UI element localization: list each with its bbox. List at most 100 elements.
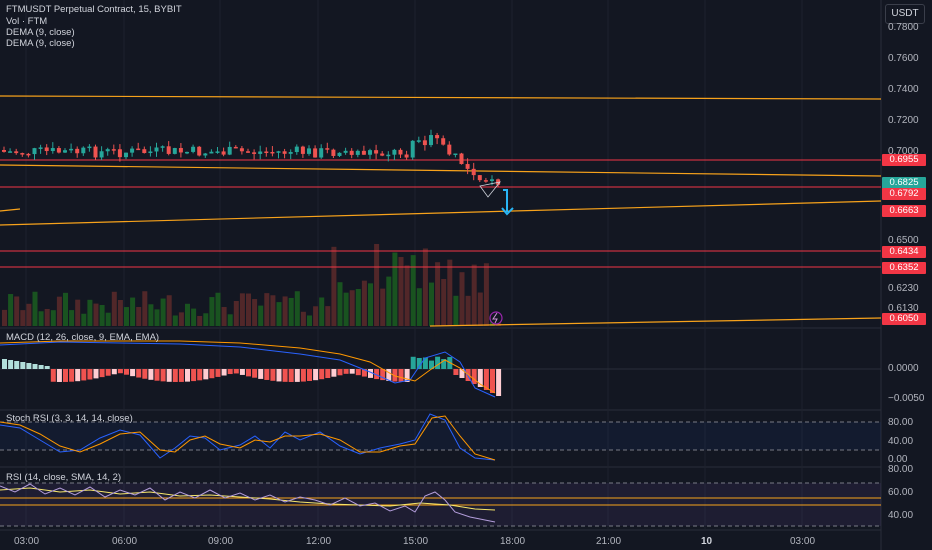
macd-bar — [361, 369, 367, 377]
candle-body — [81, 147, 86, 154]
macd-bar — [233, 369, 239, 374]
candle-body — [160, 146, 165, 148]
volume-bar — [142, 291, 148, 326]
candle-body — [197, 146, 202, 156]
macd-bar — [337, 369, 343, 376]
candle-body — [44, 147, 49, 152]
time-tick-day: 10 — [701, 536, 713, 547]
macd-bar — [307, 369, 312, 381]
candle-body — [221, 151, 226, 155]
macd-bar — [343, 369, 349, 374]
macd-bar — [221, 369, 227, 376]
candle-body — [203, 153, 208, 156]
volume-bar — [185, 303, 190, 326]
volume-bar — [75, 299, 81, 326]
time-tick: 06:00 — [112, 536, 138, 547]
volume-bar — [81, 313, 87, 326]
candle-body — [26, 153, 31, 156]
rsi-tick: 60.00 — [888, 487, 914, 498]
macd-bar — [416, 357, 422, 369]
volume-bar — [325, 306, 331, 326]
candle-body — [343, 150, 348, 153]
candle-body — [490, 179, 494, 181]
volume-bar — [270, 295, 276, 326]
price-tag-level: 0.6352 — [882, 262, 926, 274]
triangle-annotation — [479, 181, 501, 198]
currency-selector[interactable]: USDT — [885, 4, 925, 24]
candle-body — [69, 148, 74, 151]
macd-bar — [191, 369, 197, 382]
macd-bar — [422, 357, 428, 369]
candle-body — [429, 135, 433, 146]
volume-bar — [343, 292, 349, 326]
volume-bar — [215, 292, 221, 326]
macd-bar — [111, 369, 117, 375]
volume-bar — [203, 313, 209, 326]
macd-bar — [264, 369, 270, 380]
trend-line-stub — [0, 208, 21, 212]
volume-bar — [300, 311, 306, 326]
candle-body — [416, 140, 421, 142]
macd-bar — [355, 369, 361, 376]
stoch-rsi-legend[interactable]: Stoch RSI (3, 3, 14, 14, close) — [6, 413, 133, 424]
volume-bar — [209, 297, 215, 326]
candle-body — [105, 149, 110, 152]
trend-line-top — [0, 95, 882, 100]
price-tick: 0.6130 — [888, 303, 919, 314]
macd-bar — [435, 356, 441, 369]
candle-body — [288, 152, 293, 154]
macd-bar — [246, 369, 251, 377]
stoch-tick: 0.00 — [888, 454, 908, 465]
candle-body — [93, 146, 98, 158]
volume-bar — [361, 280, 367, 326]
macd-line — [0, 341, 496, 398]
volume-bar — [124, 307, 129, 326]
macd-bar — [227, 369, 233, 375]
macd-bar — [215, 369, 221, 377]
candle-body — [136, 148, 141, 151]
time-tick: 12:00 — [306, 536, 332, 547]
macd-bar — [130, 369, 136, 377]
rsi-tick: 80.00 — [888, 464, 914, 475]
candle-body — [56, 148, 61, 153]
volume-legend[interactable]: Vol · FTM — [6, 16, 48, 27]
volume-bar — [258, 305, 264, 326]
macd-bar — [300, 369, 306, 382]
volume-bar — [8, 294, 14, 326]
symbol-title[interactable]: FTMUSDT Perpetual Contract, 15, BYBIT — [6, 4, 182, 15]
candle-body — [447, 144, 452, 155]
macd-bar — [142, 369, 148, 379]
volume-bar — [483, 263, 489, 326]
volume-bar — [246, 293, 251, 326]
candle-body — [124, 152, 128, 158]
rsi-legend[interactable]: RSI (14, close, SMA, 14, 2) — [6, 472, 122, 483]
macd-bar — [294, 369, 300, 382]
volume-bar — [69, 310, 75, 326]
volume-bar — [117, 299, 123, 326]
candle-body — [361, 150, 366, 155]
trend-line-mid — [0, 164, 882, 177]
macd-legend[interactable]: MACD (12, 26, close, 9, EMA, EMA) — [6, 332, 160, 343]
candle-body — [465, 164, 470, 169]
macd-bar — [471, 369, 477, 384]
macd-bar — [313, 369, 319, 381]
candle-body — [368, 150, 372, 155]
macd-bar — [172, 369, 178, 382]
candle-body — [270, 151, 275, 154]
candle-body — [99, 151, 104, 158]
candle-body — [32, 148, 37, 155]
macd-bar — [14, 361, 20, 369]
dema-legend-1[interactable]: DEMA (9, close) — [6, 27, 75, 38]
macd-bar — [8, 360, 14, 369]
candle-body — [404, 154, 409, 158]
macd-bar — [282, 369, 288, 382]
candle-body — [142, 149, 147, 154]
macd-bar — [93, 369, 99, 379]
candle-body — [130, 148, 135, 153]
macd-bar — [20, 362, 26, 369]
candle-body — [380, 153, 385, 156]
macd-bar — [75, 369, 81, 382]
candle-body — [215, 151, 220, 153]
dema-legend-2[interactable]: DEMA (9, close) — [6, 38, 75, 49]
